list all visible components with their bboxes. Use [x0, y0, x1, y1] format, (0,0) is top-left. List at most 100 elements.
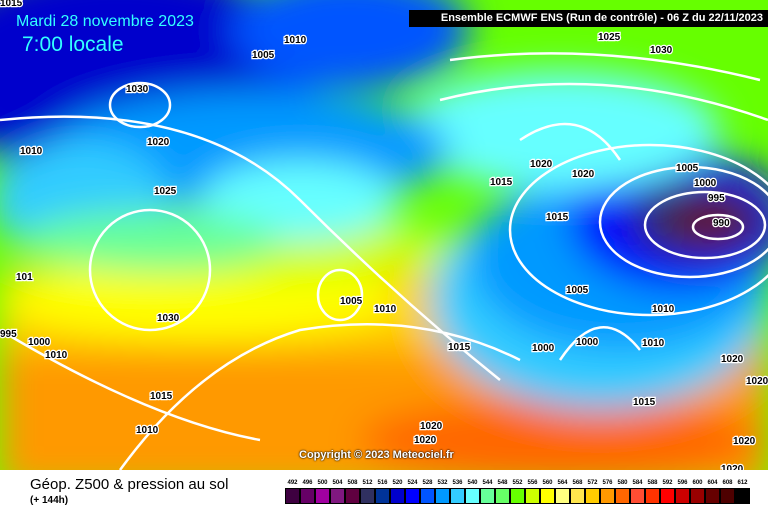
- isobar-label: 1005: [252, 50, 275, 61]
- isobar-label: 1010: [20, 146, 43, 157]
- legend-item: 604: [704, 478, 720, 504]
- legend-item: 576: [599, 478, 615, 504]
- valid-time: 7:00 locale: [22, 33, 124, 56]
- legend-value: 492: [287, 480, 298, 486]
- legend-item: 516: [374, 478, 390, 504]
- legend-item: 512: [359, 478, 375, 504]
- legend-item: 532: [434, 478, 450, 504]
- legend-value: 612: [737, 480, 748, 486]
- legend-swatch: [299, 488, 315, 504]
- isobar-label: 1020: [733, 436, 756, 447]
- legend-item: 524: [404, 478, 420, 504]
- legend-swatch: [584, 488, 600, 504]
- legend-value: 544: [482, 480, 493, 486]
- legend-item: 536: [449, 478, 465, 504]
- isobar-label: 1010: [642, 338, 665, 349]
- legend-swatch: [644, 488, 660, 504]
- isobar-label: 1020: [420, 421, 443, 432]
- legend-item: 500: [314, 478, 330, 504]
- legend-item: 596: [674, 478, 690, 504]
- legend-value: 524: [407, 480, 418, 486]
- legend-item: 588: [644, 478, 660, 504]
- isobar-label: 1000: [532, 343, 555, 354]
- legend-item: 528: [419, 478, 435, 504]
- legend-value: 528: [422, 480, 433, 486]
- legend-value: 584: [632, 480, 643, 486]
- map-canvas: 1015 1005 1010 1030 1020 1010 1025 1025 1030 1020…: [0, 0, 768, 470]
- isobar-label: 1015: [633, 397, 656, 408]
- legend-value: 496: [302, 480, 313, 486]
- legend-value: 520: [392, 480, 403, 486]
- legend-value: 516: [377, 480, 388, 486]
- legend-item: 592: [659, 478, 675, 504]
- legend-item: 492: [284, 478, 300, 504]
- legend-item: 508: [344, 478, 360, 504]
- legend-item: 568: [569, 478, 585, 504]
- isobar-label: 1020: [721, 354, 744, 365]
- isobar-label: 1010: [652, 304, 675, 315]
- chart-title: Géop. Z500 & pression au sol: [30, 476, 229, 493]
- isobar-label: 1015: [546, 212, 569, 223]
- isobar-label: 1020: [721, 464, 744, 470]
- legend-item: 584: [629, 478, 645, 504]
- legend-value: 548: [497, 480, 508, 486]
- legend-value: 512: [362, 480, 373, 486]
- legend-value: 604: [707, 480, 718, 486]
- legend-value: 508: [347, 480, 358, 486]
- isobar-label: 1010: [136, 425, 159, 436]
- isobar-label: 990: [713, 218, 730, 229]
- isobar-label: 1015: [448, 342, 471, 353]
- legend-item: 600: [689, 478, 705, 504]
- legend-value: 500: [317, 480, 328, 486]
- geopotential-field: [0, 0, 768, 470]
- legend-swatch: [464, 488, 480, 504]
- legend-item: 504: [329, 478, 345, 504]
- legend-item: 564: [554, 478, 570, 504]
- isobar-label: 1010: [374, 304, 397, 315]
- legend-item: 552: [509, 478, 525, 504]
- legend-swatch: [599, 488, 615, 504]
- legend-swatch: [689, 488, 705, 504]
- legend-swatch: [614, 488, 630, 504]
- valid-date: Mardi 28 novembre 2023: [16, 13, 194, 30]
- legend-value: 572: [587, 480, 598, 486]
- legend-item: 608: [719, 478, 735, 504]
- isobar-label: 995: [708, 193, 725, 204]
- isobar-label: 1030: [157, 313, 180, 324]
- legend-swatch: [719, 488, 735, 504]
- legend-value: 592: [662, 480, 673, 486]
- legend-value: 596: [677, 480, 688, 486]
- legend-value: 540: [467, 480, 478, 486]
- legend-value: 568: [572, 480, 583, 486]
- isobar-label: 1030: [126, 84, 149, 95]
- legend-item: 548: [494, 478, 510, 504]
- legend-swatch: [554, 488, 570, 504]
- isobar-label: 1020: [746, 376, 768, 387]
- isobar-label: 1020: [147, 137, 170, 148]
- legend-item: 496: [299, 478, 315, 504]
- legend-swatch: [404, 488, 420, 504]
- isobar-label: 1015: [0, 0, 23, 9]
- legend-swatch: [314, 488, 330, 504]
- legend-swatch: [434, 488, 450, 504]
- legend-swatch: [344, 488, 360, 504]
- copyright: Copyright © 2023 Meteociel.fr: [299, 449, 454, 461]
- legend-swatch: [419, 488, 435, 504]
- model-run-header: Ensemble ECMWF ENS (Run de contrôle) - 0…: [409, 10, 768, 27]
- legend-swatch: [539, 488, 555, 504]
- isobar-labels: 1015 1005 1010 1030 1020 1010 1025 1025 1030 1020…: [0, 0, 768, 470]
- isobar-label: 1000: [576, 337, 599, 348]
- legend-swatch: [509, 488, 525, 504]
- isobars: [0, 52, 768, 470]
- isobar-label: 1005: [566, 285, 589, 296]
- legend-value: 564: [557, 480, 568, 486]
- legend-swatch: [374, 488, 390, 504]
- legend-swatch: [449, 488, 465, 504]
- legend-item: 556: [524, 478, 540, 504]
- isobar-label: 1030: [650, 45, 673, 56]
- isobar-label: 1020: [530, 159, 553, 170]
- legend-value: 576: [602, 480, 613, 486]
- isobar-label: 1015: [490, 177, 513, 188]
- legend-value: 552: [512, 480, 523, 486]
